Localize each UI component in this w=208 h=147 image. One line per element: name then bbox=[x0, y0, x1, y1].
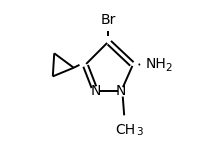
Text: Br: Br bbox=[101, 13, 116, 27]
Text: 3: 3 bbox=[136, 127, 143, 137]
Text: 2: 2 bbox=[165, 64, 172, 74]
Text: N: N bbox=[90, 84, 100, 98]
Text: NH: NH bbox=[146, 57, 167, 71]
Text: N: N bbox=[116, 84, 126, 98]
Text: CH: CH bbox=[115, 123, 135, 137]
